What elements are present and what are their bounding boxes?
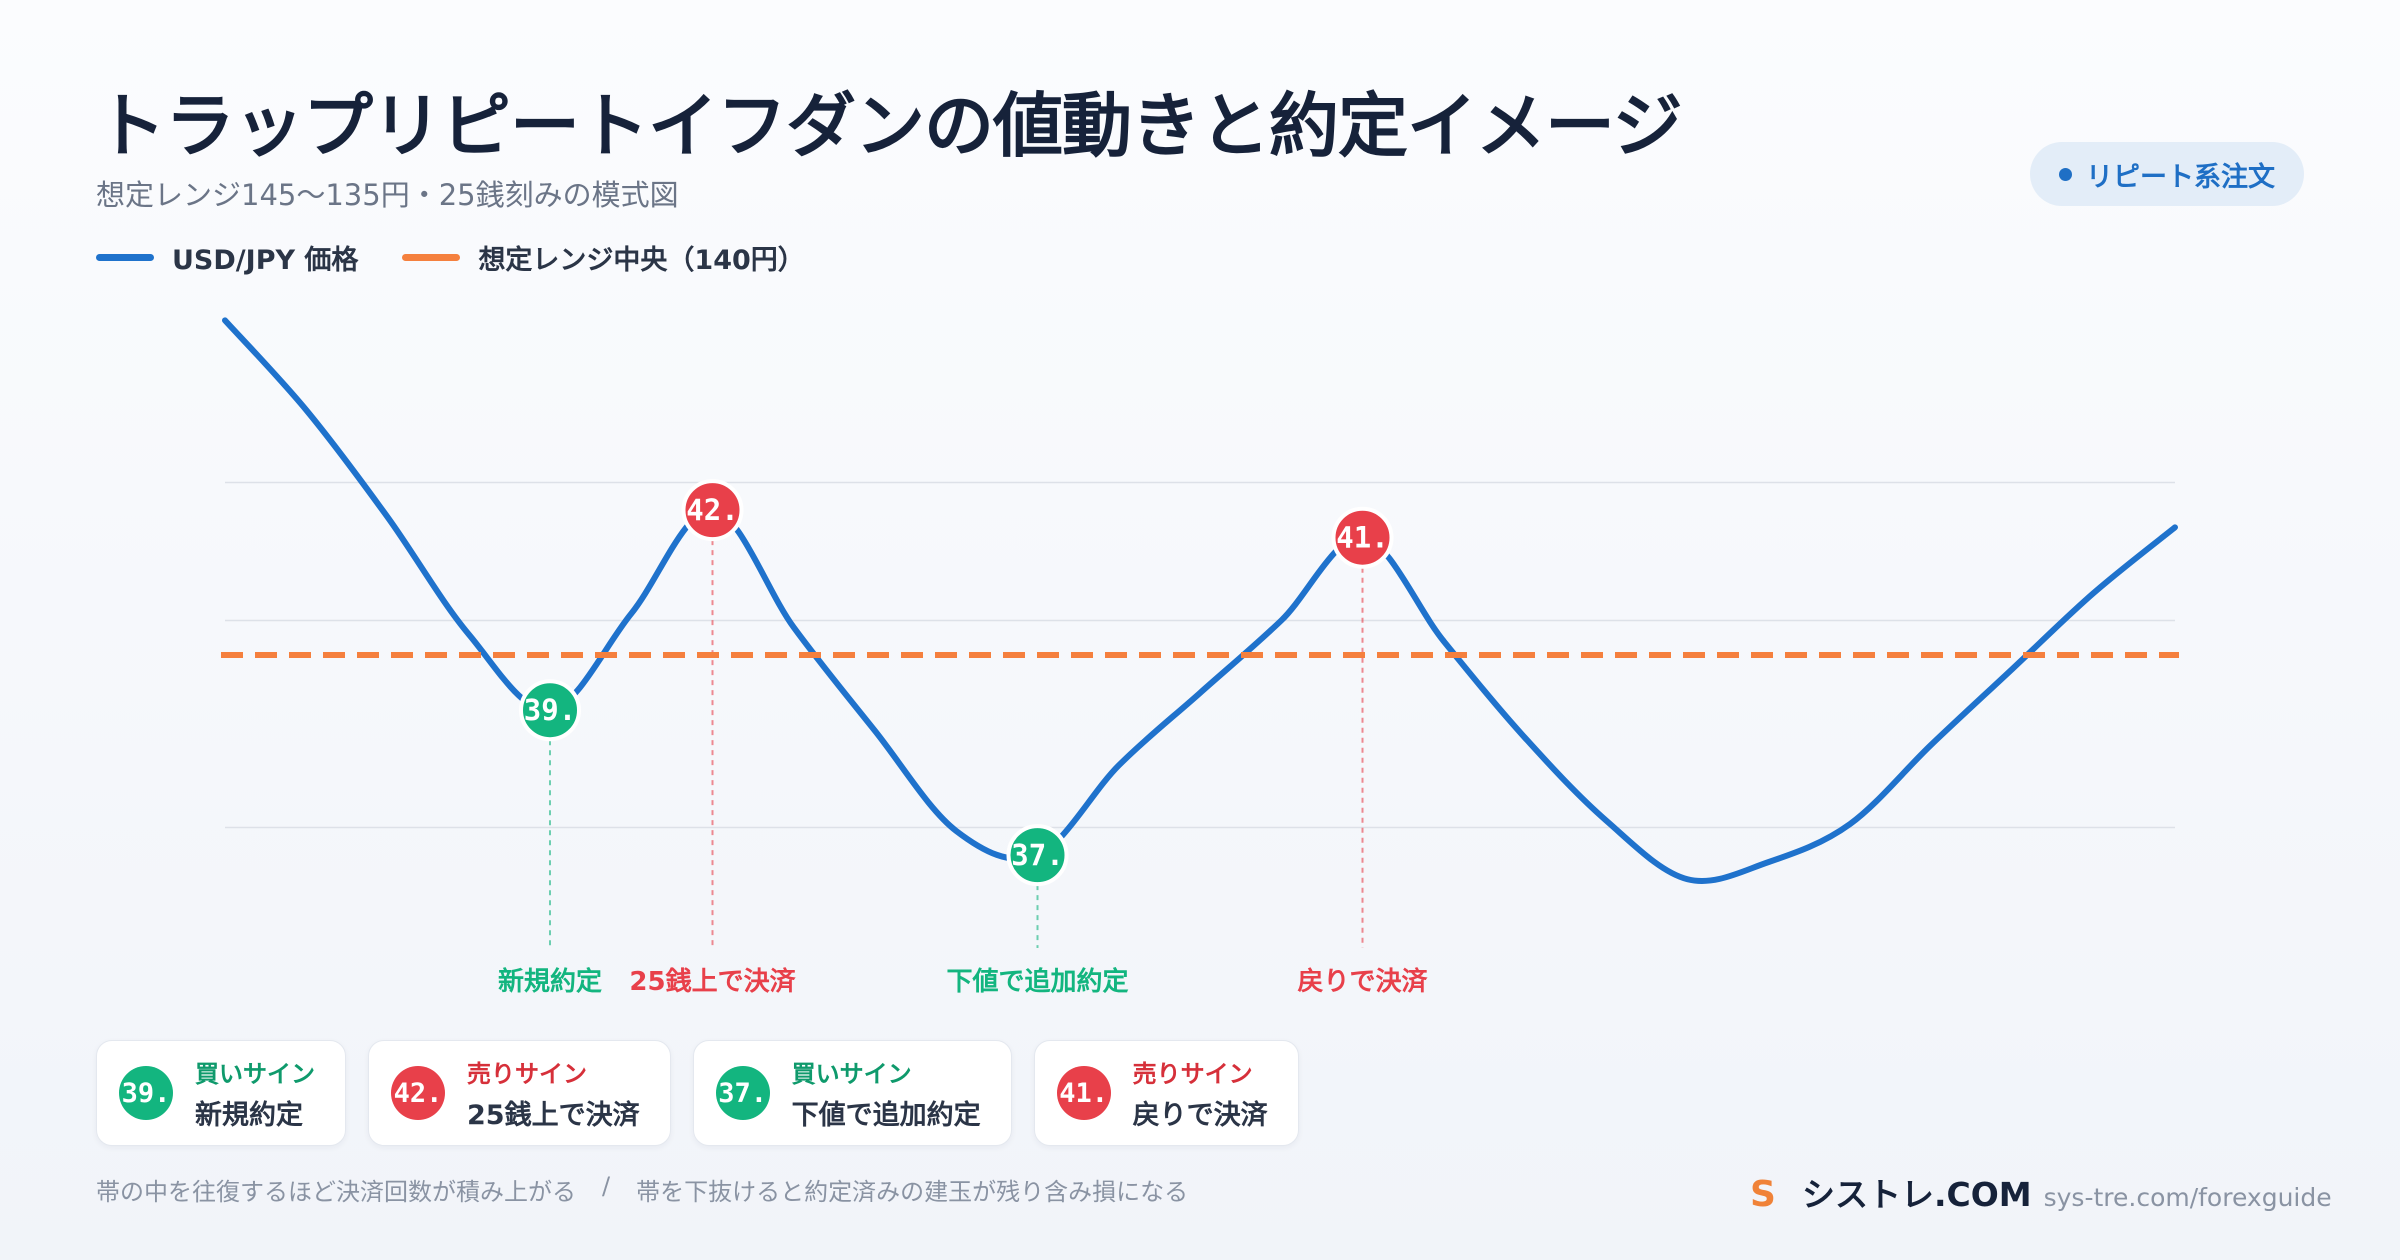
card-desc: 戻りで決済 bbox=[1132, 1100, 1268, 1131]
badge-dot-icon bbox=[2059, 167, 2072, 181]
footnote-note-2: 帯を下抜けると約定済みの建玉が残り含み損になる bbox=[636, 1178, 1189, 1206]
buy-signal-icon: 39. bbox=[119, 1066, 173, 1120]
card-text: 売りサイン 25銭上で決済 bbox=[467, 1054, 640, 1132]
page-title: トラップリピートイフダンの値動きと約定イメージ bbox=[96, 85, 1683, 167]
card-kind: 売りサイン bbox=[467, 1060, 587, 1088]
legend-label-center: 想定レンジ中央（140円） bbox=[478, 245, 805, 276]
sell-marker bbox=[1331, 506, 1394, 569]
chart-legend: USD/JPY 価格 想定レンジ中央（140円） bbox=[96, 238, 805, 277]
marker-badge-label: 39. bbox=[524, 693, 576, 727]
brand: S シストレ.COM sys-tre.com/forexguide bbox=[1750, 1168, 2332, 1216]
marker-badge-label: 42. bbox=[686, 493, 738, 527]
footnote: 帯の中を往復するほど決済回数が積み上がる / 帯を下抜けると約定済みの建玉が残り… bbox=[96, 1172, 1188, 1207]
card-text: 買いサイン 新規約定 bbox=[195, 1054, 315, 1132]
legend-item-center: 想定レンジ中央（140円） bbox=[402, 238, 805, 277]
legend-swatch-center bbox=[402, 254, 461, 261]
card-kind: 売りサイン bbox=[1132, 1060, 1253, 1088]
sell-signal-icon: 41. bbox=[1056, 1066, 1111, 1120]
order-type-badge: リピート系注文 bbox=[2030, 142, 2304, 206]
price-chart: 39. 新規約定 42. 25銭上で決済 37. 下値で追加約定 41. 戻りで決済 bbox=[221, 317, 2179, 997]
card-desc: 新規約定 bbox=[195, 1100, 303, 1131]
marker-annotation: 25銭上で決済 bbox=[629, 966, 796, 997]
buy-marker bbox=[519, 679, 581, 742]
card-desc: 25銭上で決済 bbox=[467, 1100, 640, 1131]
brand-url[interactable]: sys-tre.com/forexguide bbox=[2043, 1183, 2332, 1212]
badge-label: リピート系注文 bbox=[2086, 161, 2275, 193]
buy-marker bbox=[1006, 824, 1069, 887]
marker-annotation: 戻りで決済 bbox=[1297, 966, 1428, 997]
signal-card-sell-settle: 42. 売りサイン 25銭上で決済 bbox=[368, 1040, 671, 1146]
legend-item-price: USD/JPY 価格 bbox=[96, 238, 358, 277]
legend-label-price: USD/JPY 価格 bbox=[172, 245, 359, 276]
brand-logo-icon: S bbox=[1750, 1174, 1776, 1215]
page-subtitle: 想定レンジ145〜135円・25銭刻みの模式図 bbox=[96, 178, 679, 212]
card-text: 売りサイン 戻りで決済 bbox=[1133, 1054, 1268, 1132]
price-line bbox=[222, 317, 2178, 884]
card-kind: 買いサイン bbox=[791, 1060, 912, 1088]
signal-card-buy-new: 39. 買いサイン 新規約定 bbox=[96, 1040, 346, 1146]
marker-badge-label: 41. bbox=[1336, 521, 1388, 555]
marker-badge-label: 37. bbox=[1011, 838, 1063, 872]
footnote-note-1: 帯の中を往復するほど決済回数が積み上がる bbox=[96, 1178, 576, 1206]
sell-marker bbox=[681, 479, 744, 542]
brand-name: シストレ.COM bbox=[1801, 1175, 2032, 1214]
card-kind: 買いサイン bbox=[195, 1060, 315, 1088]
signal-card-sell-return: 41. 売りサイン 戻りで決済 bbox=[1033, 1040, 1299, 1146]
card-text: 買いサイン 下値で追加約定 bbox=[792, 1054, 981, 1132]
sell-signal-icon: 42. bbox=[391, 1066, 445, 1120]
buy-signal-icon: 37. bbox=[715, 1066, 770, 1120]
marker-annotation: 新規約定 bbox=[498, 966, 602, 997]
signal-cards: 39. 買いサイン 新規約定 42. 売りサイン 25銭上で決済 37. 買いサ… bbox=[96, 1040, 1299, 1146]
card-desc: 下値で追加約定 bbox=[791, 1100, 981, 1131]
signal-card-buy-add: 37. 買いサイン 下値で追加約定 bbox=[692, 1040, 1012, 1146]
footnote-separator: / bbox=[602, 1172, 611, 1200]
marker-annotation: 下値で追加約定 bbox=[946, 966, 1128, 997]
legend-swatch-price bbox=[96, 254, 154, 261]
